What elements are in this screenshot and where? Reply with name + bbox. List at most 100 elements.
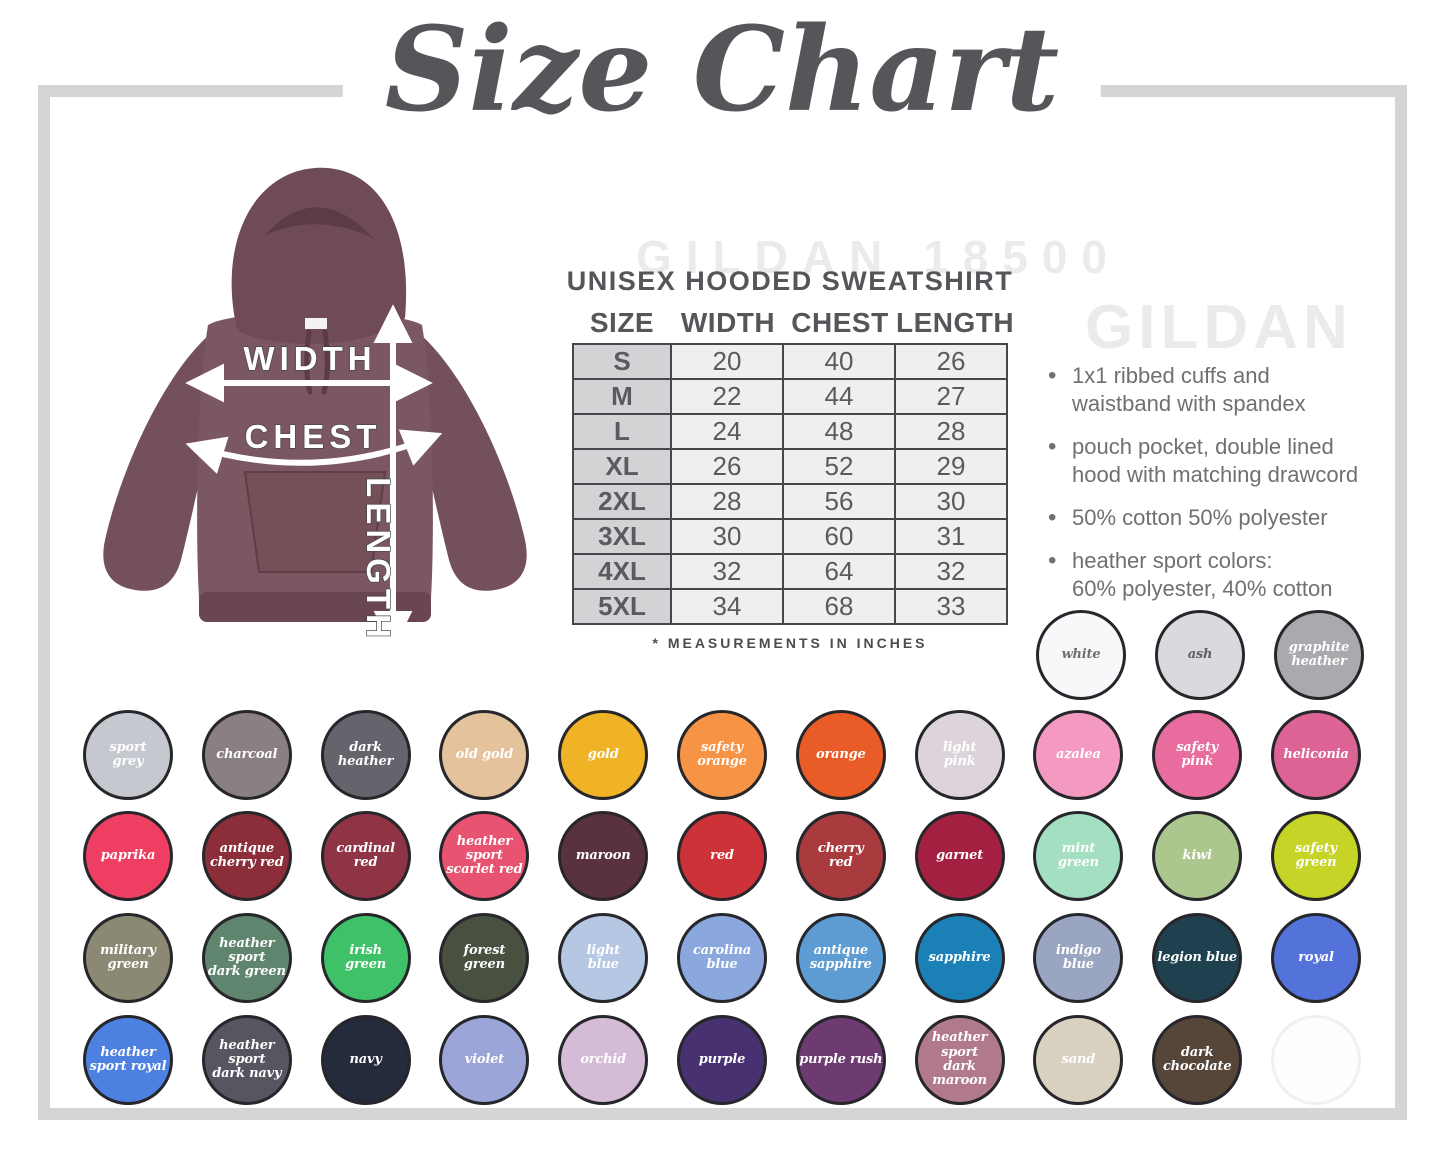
- color-swatch-dark-chocolate: dark chocolate: [1152, 1015, 1243, 1105]
- measurements-note: * MEASUREMENTS IN INCHES: [652, 635, 928, 651]
- color-swatch-label: sport grey: [109, 739, 147, 769]
- color-swatch-light-pink: light pink: [914, 710, 1005, 800]
- color-swatch-sand: sand: [1033, 1015, 1124, 1105]
- color-swatch-label: sand: [1061, 1051, 1096, 1067]
- color-swatch-label: heather sport dark maroon: [931, 1030, 988, 1089]
- feature-item: • 50% cotton 50% polyester: [1048, 504, 1400, 532]
- color-swatch-label: heather sport royal: [89, 1044, 167, 1074]
- color-swatch-graphite-heather: graphite heather: [1274, 610, 1364, 700]
- feature-item: • pouch pocket, double lined hood with m…: [1048, 433, 1400, 489]
- color-swatch-purple-rush: purple rush: [795, 1015, 886, 1105]
- color-swatch-label: red: [710, 847, 734, 863]
- color-swatch-old-gold: old gold: [439, 710, 530, 800]
- color-swatch-label: paprika: [100, 847, 156, 863]
- features-list: • 1x1 ribbed cuffs and waistband with sp…: [1048, 362, 1400, 618]
- color-swatch-label: antique sapphire: [809, 942, 872, 972]
- color-swatch-dark-heather: dark heather: [320, 710, 411, 800]
- color-swatch-label: safety orange: [697, 739, 747, 769]
- color-swatch-azalea: azalea: [1033, 710, 1124, 800]
- size-cell: 5XL: [572, 588, 672, 625]
- width-label: WIDTH: [243, 340, 376, 377]
- color-swatch-label: charcoal: [216, 746, 278, 762]
- swatch-row-2: paprika antique cherry red cardinal red …: [83, 811, 1361, 901]
- watermark-gildan-18500: GILDAN 18500: [636, 231, 1122, 283]
- length-cell: 33: [894, 588, 1008, 625]
- color-swatch-label: white: [1061, 646, 1101, 662]
- chest-cell: 44: [782, 378, 896, 415]
- color-swatch-military-green: military green: [83, 913, 173, 1003]
- neck-tag: [305, 318, 327, 329]
- chest-cell: 52: [782, 448, 896, 485]
- color-swatch-label: military green: [100, 942, 156, 972]
- chest-cell: 40: [782, 343, 896, 380]
- column-header-chest: CHEST: [791, 307, 889, 338]
- color-swatch-legion-blue: legion blue: [1152, 913, 1243, 1003]
- color-swatch-label: orange: [816, 746, 866, 762]
- feature-item: • heather sport colors: 60% polyester, 4…: [1048, 547, 1400, 603]
- swatch-row-neutrals: white ash graphite heather: [1036, 610, 1364, 700]
- color-swatch-label: indigo blue: [1055, 942, 1101, 972]
- color-swatch-label: kiwi: [1182, 847, 1212, 863]
- color-swatch-label: cardinal red: [336, 840, 395, 870]
- color-swatch-label: royal: [1298, 949, 1334, 965]
- length-cell: 30: [894, 483, 1008, 520]
- width-cell: 24: [670, 413, 784, 450]
- color-swatch-sapphire: sapphire: [914, 913, 1005, 1003]
- color-swatch-label: antique cherry red: [209, 840, 284, 870]
- color-swatch-label: light pink: [942, 739, 977, 769]
- color-swatch-maroon: maroon: [558, 811, 649, 901]
- feature-text: pouch pocket, double lined hood with mat…: [1072, 434, 1359, 487]
- color-swatch-label: safety green: [1294, 840, 1337, 870]
- color-swatch-white: white: [1036, 610, 1126, 700]
- size-cell: 4XL: [572, 553, 672, 590]
- length-cell: 28: [894, 413, 1008, 450]
- color-swatch-label: garnet: [936, 847, 984, 863]
- chest-cell: 48: [782, 413, 896, 450]
- color-swatch-violet: violet: [439, 1015, 530, 1105]
- color-swatch-heather-sport-royal: heather sport royal: [83, 1015, 173, 1105]
- color-swatch-garnet: garnet: [914, 811, 1005, 901]
- color-swatch-indigo-blue: indigo blue: [1033, 913, 1124, 1003]
- width-cell: 30: [670, 518, 784, 555]
- color-swatch-label: legion blue: [1157, 949, 1237, 965]
- color-swatch-charcoal: charcoal: [201, 710, 292, 800]
- column-header-length: LENGTH: [896, 307, 1015, 338]
- length-cell: 27: [894, 378, 1008, 415]
- swatch-row-3: military green heather sport dark green …: [83, 913, 1361, 1003]
- feature-text: 1x1 ribbed cuffs and waistband with span…: [1072, 363, 1306, 416]
- color-swatch-light-blue: light blue: [558, 913, 649, 1003]
- color-swatch-label: ash: [1187, 646, 1213, 662]
- swatch-row-1: sport grey charcoal dark heather old gol…: [83, 710, 1361, 800]
- color-swatch-mint-green: mint green: [1033, 811, 1124, 901]
- size-cell: M: [572, 378, 672, 415]
- color-swatch-orchid: orchid: [558, 1015, 649, 1105]
- hoodie-hood: [231, 167, 407, 344]
- color-swatch-ghost: [1270, 1015, 1361, 1105]
- bullet-icon: •: [1048, 504, 1057, 531]
- size-column-headers: SIZE WIDTH CHEST LENGTH: [572, 307, 1015, 339]
- color-swatch-label: azalea: [1056, 746, 1101, 762]
- color-swatch-label: graphite heather: [1288, 639, 1350, 669]
- color-swatch-heather-sport-dark-green: heather sport dark green: [201, 913, 292, 1003]
- width-cell: 28: [670, 483, 784, 520]
- color-swatch-heather-sport-dark-maroon: heather sport dark maroon: [914, 1015, 1005, 1105]
- hoodie-measurement-diagram: WIDTH CHEST LENGTH: [103, 167, 527, 650]
- color-swatch-heather-sport-scarlet-red: heather sport scarlet red: [439, 811, 530, 901]
- color-swatch-label: purple rush: [799, 1051, 883, 1067]
- size-cell: XL: [572, 448, 672, 485]
- color-swatch-label: cherry red: [817, 840, 864, 870]
- color-swatch-label: irish green: [345, 942, 387, 972]
- color-swatch-label: heather sport dark green: [207, 935, 286, 980]
- color-swatch-label: light blue: [586, 942, 620, 972]
- color-swatch-irish-green: irish green: [320, 913, 411, 1003]
- width-cell: 32: [670, 553, 784, 590]
- feature-text: 50% cotton 50% polyester: [1072, 505, 1328, 530]
- color-swatch-kiwi: kiwi: [1152, 811, 1243, 901]
- color-swatch-label: old gold: [455, 746, 514, 762]
- chest-cell: 68: [782, 588, 896, 625]
- table-row: L 24 48 28: [572, 413, 1008, 450]
- color-swatch-ash: ash: [1155, 610, 1245, 700]
- color-swatch-forest-green: forest green: [439, 913, 530, 1003]
- color-swatch-navy: navy: [320, 1015, 411, 1105]
